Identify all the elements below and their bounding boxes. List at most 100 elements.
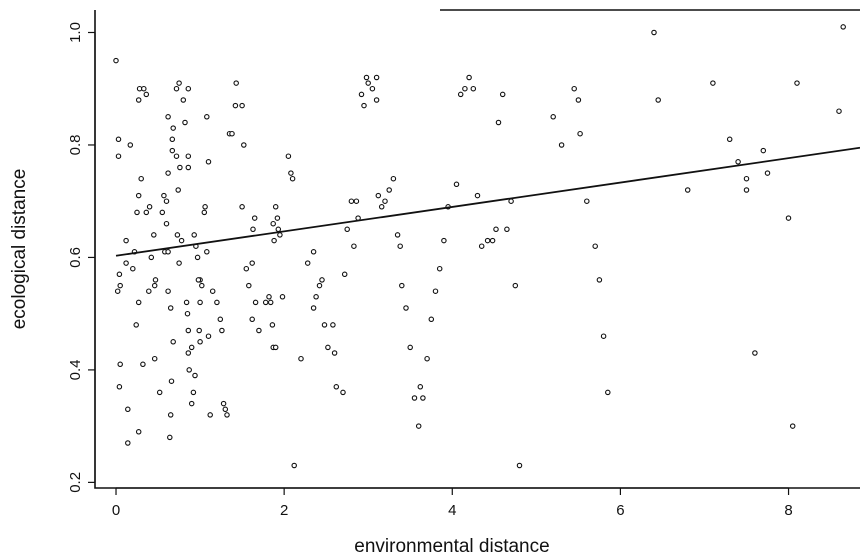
data-point (489, 237, 496, 244)
data-point (325, 344, 331, 351)
regression-line (115, 146, 860, 257)
data-point (575, 97, 582, 103)
data-point (279, 294, 286, 300)
data-point (605, 389, 611, 396)
data-point (441, 237, 447, 244)
data-point (411, 395, 418, 401)
data-point (167, 434, 173, 441)
data-point (285, 153, 292, 159)
data-point (340, 389, 346, 396)
data-point (130, 265, 136, 272)
data-point (170, 125, 176, 131)
data-point (146, 204, 153, 210)
data-point (123, 260, 129, 266)
data-point (188, 344, 195, 351)
y-tick-label: 0.8 (67, 135, 84, 156)
points-layer (113, 24, 846, 469)
data-point (115, 153, 122, 159)
data-point (726, 136, 733, 143)
data-point (115, 136, 122, 143)
data-point (185, 350, 192, 356)
data-point (114, 288, 121, 294)
data-point (127, 142, 134, 148)
data-point (161, 192, 167, 199)
data-point (436, 265, 443, 272)
data-point (176, 80, 182, 86)
data-point (143, 91, 150, 98)
data-point (760, 147, 767, 154)
data-point (684, 187, 691, 193)
data-point (789, 423, 796, 429)
x-tick-label: 0 (112, 502, 120, 519)
data-point (148, 254, 155, 261)
data-point (321, 322, 328, 328)
data-point (194, 254, 201, 261)
data-point (298, 355, 304, 362)
data-point (310, 305, 317, 311)
data-point (499, 91, 506, 98)
data-point (348, 198, 355, 204)
data-point (190, 389, 197, 396)
data-point (217, 316, 224, 323)
data-point (266, 294, 272, 300)
data-point (272, 204, 279, 210)
data-point (169, 136, 176, 143)
data-point (316, 282, 323, 289)
data-point (495, 119, 502, 126)
data-point (512, 282, 519, 289)
data-point (143, 209, 150, 216)
data-point (117, 282, 123, 289)
data-point (462, 85, 468, 92)
data-point (134, 209, 140, 216)
data-point (764, 170, 771, 176)
data-point (246, 282, 252, 289)
data-point (363, 74, 370, 81)
data-point (185, 164, 192, 171)
data-point (167, 412, 174, 418)
data-point (173, 85, 180, 92)
data-point (222, 406, 229, 413)
data-point (710, 80, 716, 86)
data-point (133, 322, 139, 328)
data-point (558, 142, 565, 148)
data-point (170, 339, 176, 345)
data-point (361, 102, 367, 109)
data-point (407, 344, 413, 351)
data-point (394, 232, 401, 238)
data-point (239, 204, 245, 210)
y-tick-label: 0.6 (67, 247, 84, 268)
data-point (178, 237, 185, 244)
data-point (186, 367, 192, 373)
data-point (117, 361, 123, 368)
data-point (752, 350, 758, 356)
x-tick-label: 2 (280, 502, 288, 519)
data-point (135, 299, 142, 306)
data-point (233, 80, 239, 86)
data-point (125, 406, 131, 413)
data-point (138, 175, 144, 182)
data-point (291, 462, 297, 469)
y-axis: 0.2 0.4 0.6 0.8 1.0 (67, 22, 96, 493)
data-point (397, 243, 403, 249)
data-point (123, 237, 129, 244)
data-point (484, 237, 491, 244)
data-point (241, 142, 247, 148)
data-point (420, 395, 426, 401)
data-point (375, 192, 382, 199)
data-point (209, 288, 216, 294)
data-point (135, 192, 142, 199)
data-point (165, 288, 171, 294)
data-point (351, 243, 357, 249)
plot-area (94, 9, 860, 489)
data-point (330, 322, 336, 328)
data-point (135, 429, 142, 435)
data-point (165, 249, 171, 255)
data-point (180, 97, 187, 103)
data-point (289, 175, 296, 182)
data-point (251, 215, 258, 221)
data-point (399, 282, 405, 289)
data-point (135, 97, 142, 103)
data-point (214, 299, 220, 306)
data-point (313, 294, 319, 300)
data-point (175, 187, 181, 193)
